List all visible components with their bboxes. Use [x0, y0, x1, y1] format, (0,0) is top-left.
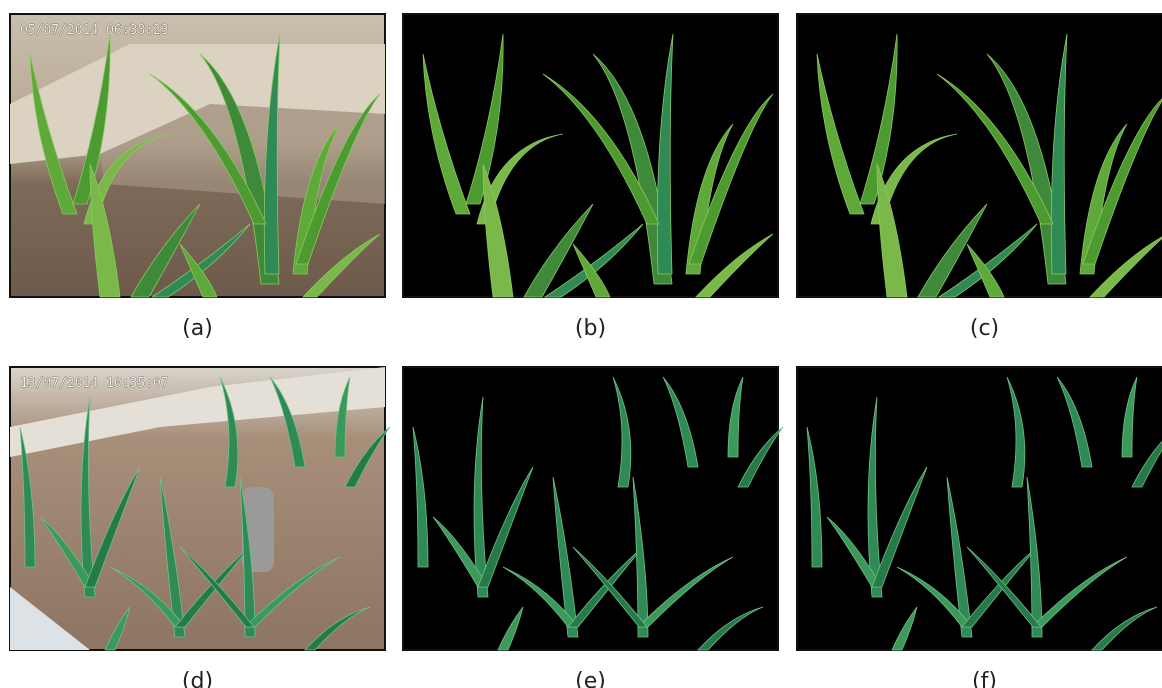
panel-image [403, 14, 778, 297]
panel-caption: (d) [182, 669, 213, 688]
panel [797, 367, 1162, 650]
panel-caption: (c) [970, 316, 999, 341]
timestamp: 13/07/2014 10:35:07 [20, 376, 169, 391]
panel [403, 14, 778, 297]
panel-caption: (b) [575, 316, 606, 341]
panel-caption: (e) [575, 669, 606, 688]
panel-caption: (f) [972, 669, 997, 688]
panel: 05/07/2014 06:38:23 [10, 14, 385, 297]
panel: 13/07/2014 10:35:07 [10, 367, 390, 650]
figure: 05/07/2014 06:38:23 (a) (b) (c) 13/07/2014 1… [0, 0, 1162, 688]
panel-caption: (a) [182, 316, 213, 341]
panel [403, 367, 783, 650]
timestamp: 05/07/2014 06:38:23 [20, 23, 169, 38]
panel [797, 14, 1162, 297]
